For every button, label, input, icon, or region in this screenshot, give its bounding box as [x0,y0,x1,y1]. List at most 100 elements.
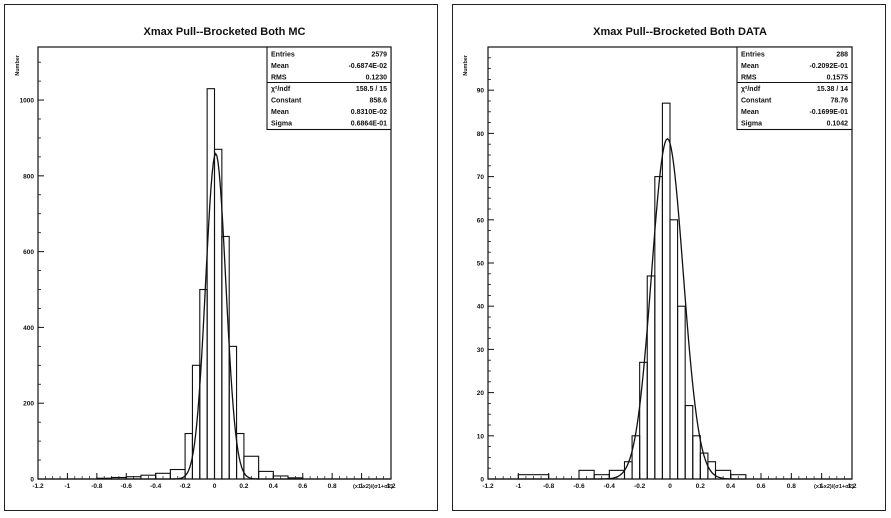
histogram-bar [236,432,245,480]
y-tick-label: 600 [23,249,34,256]
y-axis-label: Number [15,54,21,76]
stats-value: -0.2092E-01 [809,63,848,70]
stats-value: 0.1042 [827,121,849,128]
y-tick-label: 800 [23,173,34,180]
x-tick-label: -1 [515,483,521,490]
stats-box-frame [266,46,392,131]
y-tick-label: 0 [480,477,484,484]
stats-label: Sigma [271,121,292,128]
histogram-bar [677,305,686,480]
histogram-bar [206,88,216,480]
x-tick-label: 0 [213,483,217,490]
chart-title: Xmax Pull--Brocketed Both MC [144,26,306,38]
stats-value: 0.6864E-01 [351,121,387,128]
x-tick-label: 0.6 [298,483,307,490]
stats-value: 78.76 [830,98,848,105]
histogram-bar [661,102,671,480]
x-tick-label: -0.4 [150,483,162,490]
gaussian-fit-curve [38,152,391,480]
stats-label: Mean [741,109,759,116]
x-axis-label: (x1-x2)/(σ1+σ2) [353,484,393,490]
histogram-bar [639,361,648,480]
stats-value: -0.6874E-02 [348,63,387,70]
x-tick-label: 0.8 [787,483,796,490]
y-tick-label: 0 [30,477,34,484]
stats-value: -0.1699E-01 [809,109,848,116]
y-tick-label: 30 [477,347,485,354]
histogram-bar [228,345,238,480]
histogram-bar [191,364,201,480]
x-tick-label: -1.2 [482,483,494,490]
x-tick-label: -0.8 [543,483,555,490]
histogram-bar [692,435,701,480]
x-tick-label: 1.2 [847,483,856,490]
histogram-bar [631,435,641,480]
x-tick-label: 0.8 [328,483,337,490]
y-tick-label: 40 [477,304,485,311]
x-tick-label: -0.2 [634,483,646,490]
stats-label: Entries [271,52,295,59]
stats-label: RMS [741,75,757,82]
x-tick-label: -1.2 [32,483,44,490]
stats-value: 0.1575 [827,75,849,82]
mc-histogram-svg: Xmax Pull--Brocketed Both MC 0 200 400 600 80… [15,26,396,490]
stats-value: 2579 [371,52,387,59]
stats-value: 858.6 [369,98,387,105]
stats-box: Entries 2579 Mean -0.6874E-02 RMS 0.1230 χ²/nd… [266,46,392,131]
x-tick-label: 1 [360,483,364,490]
stats-label: RMS [271,75,287,82]
y-tick-label: 50 [477,261,485,268]
stats-label: Entries [741,52,765,59]
histogram-bar [684,405,694,480]
stats-label: Constant [271,98,302,105]
stats-label: χ²/ndf [741,86,761,93]
x-tick-label: 0.2 [239,483,248,490]
stats-box-frame [736,46,853,131]
x-tick-label: -1 [65,483,71,490]
x-tick-label: -0.6 [573,483,585,490]
data-histogram-panel: Xmax Pull--Brocketed Both DATA 0 10 20 30 40 5… [452,4,886,511]
x-tick-label: 1 [820,483,824,490]
x-axis-label: (x1-x2)/(σ1+σ2) [814,484,854,490]
y-tick-label: 80 [477,131,485,138]
y-tick-label: 1000 [20,98,35,105]
x-tick-label: 0.2 [696,483,705,490]
stats-value: 15.38 / 14 [817,86,848,93]
histogram-bars [517,102,747,480]
y-tick-label: 200 [23,401,34,408]
stats-label: Constant [741,98,772,105]
histogram-bar [184,432,193,480]
x-tick-label: 1.2 [386,483,395,490]
mc-histogram-panel: Xmax Pull--Brocketed Both MC 0 200 400 600 80… [4,4,438,511]
data-histogram-svg: Xmax Pull--Brocketed Both DATA0102030405… [463,26,857,490]
x-tick-label: 0 [668,483,672,490]
stats-label: Sigma [741,121,762,128]
stats-box: Entries 288 Mean -0.2092E-01 RMS 0.1575 χ²/ndf… [736,46,853,131]
x-tick-label: 0.4 [726,483,735,490]
histogram-bars [96,88,304,480]
stats-value: 288 [836,52,848,59]
y-tick-label: 10 [477,433,485,440]
x-tick-label: 0.4 [269,483,278,490]
y-tick-label: 20 [477,390,485,397]
chart-title: Xmax Pull--Brocketed Both DATA [593,26,767,38]
gaussian-fit-curve [488,137,852,480]
stats-label: Mean [271,63,289,70]
stats-label: Mean [741,63,759,70]
x-tick-label: -0.4 [604,483,616,490]
x-tick-label: -0.8 [91,483,103,490]
stats-label: Mean [271,109,289,116]
x-tick-label: 0.6 [756,483,765,490]
y-tick-label: 400 [23,325,34,332]
y-tick-label: 60 [477,217,485,224]
stats-label: χ²/ndf [271,86,291,93]
stats-value: 0.8310E-02 [351,109,387,116]
y-tick-label: 90 [477,88,485,95]
x-tick-label: -0.2 [179,483,191,490]
histogram-bar [707,461,717,480]
x-tick-label: -0.6 [121,483,133,490]
y-axis-label: Number [463,54,469,76]
histogram-bar [669,219,679,480]
y-tick-label: 70 [477,174,485,181]
stats-value: 0.1230 [366,75,388,82]
